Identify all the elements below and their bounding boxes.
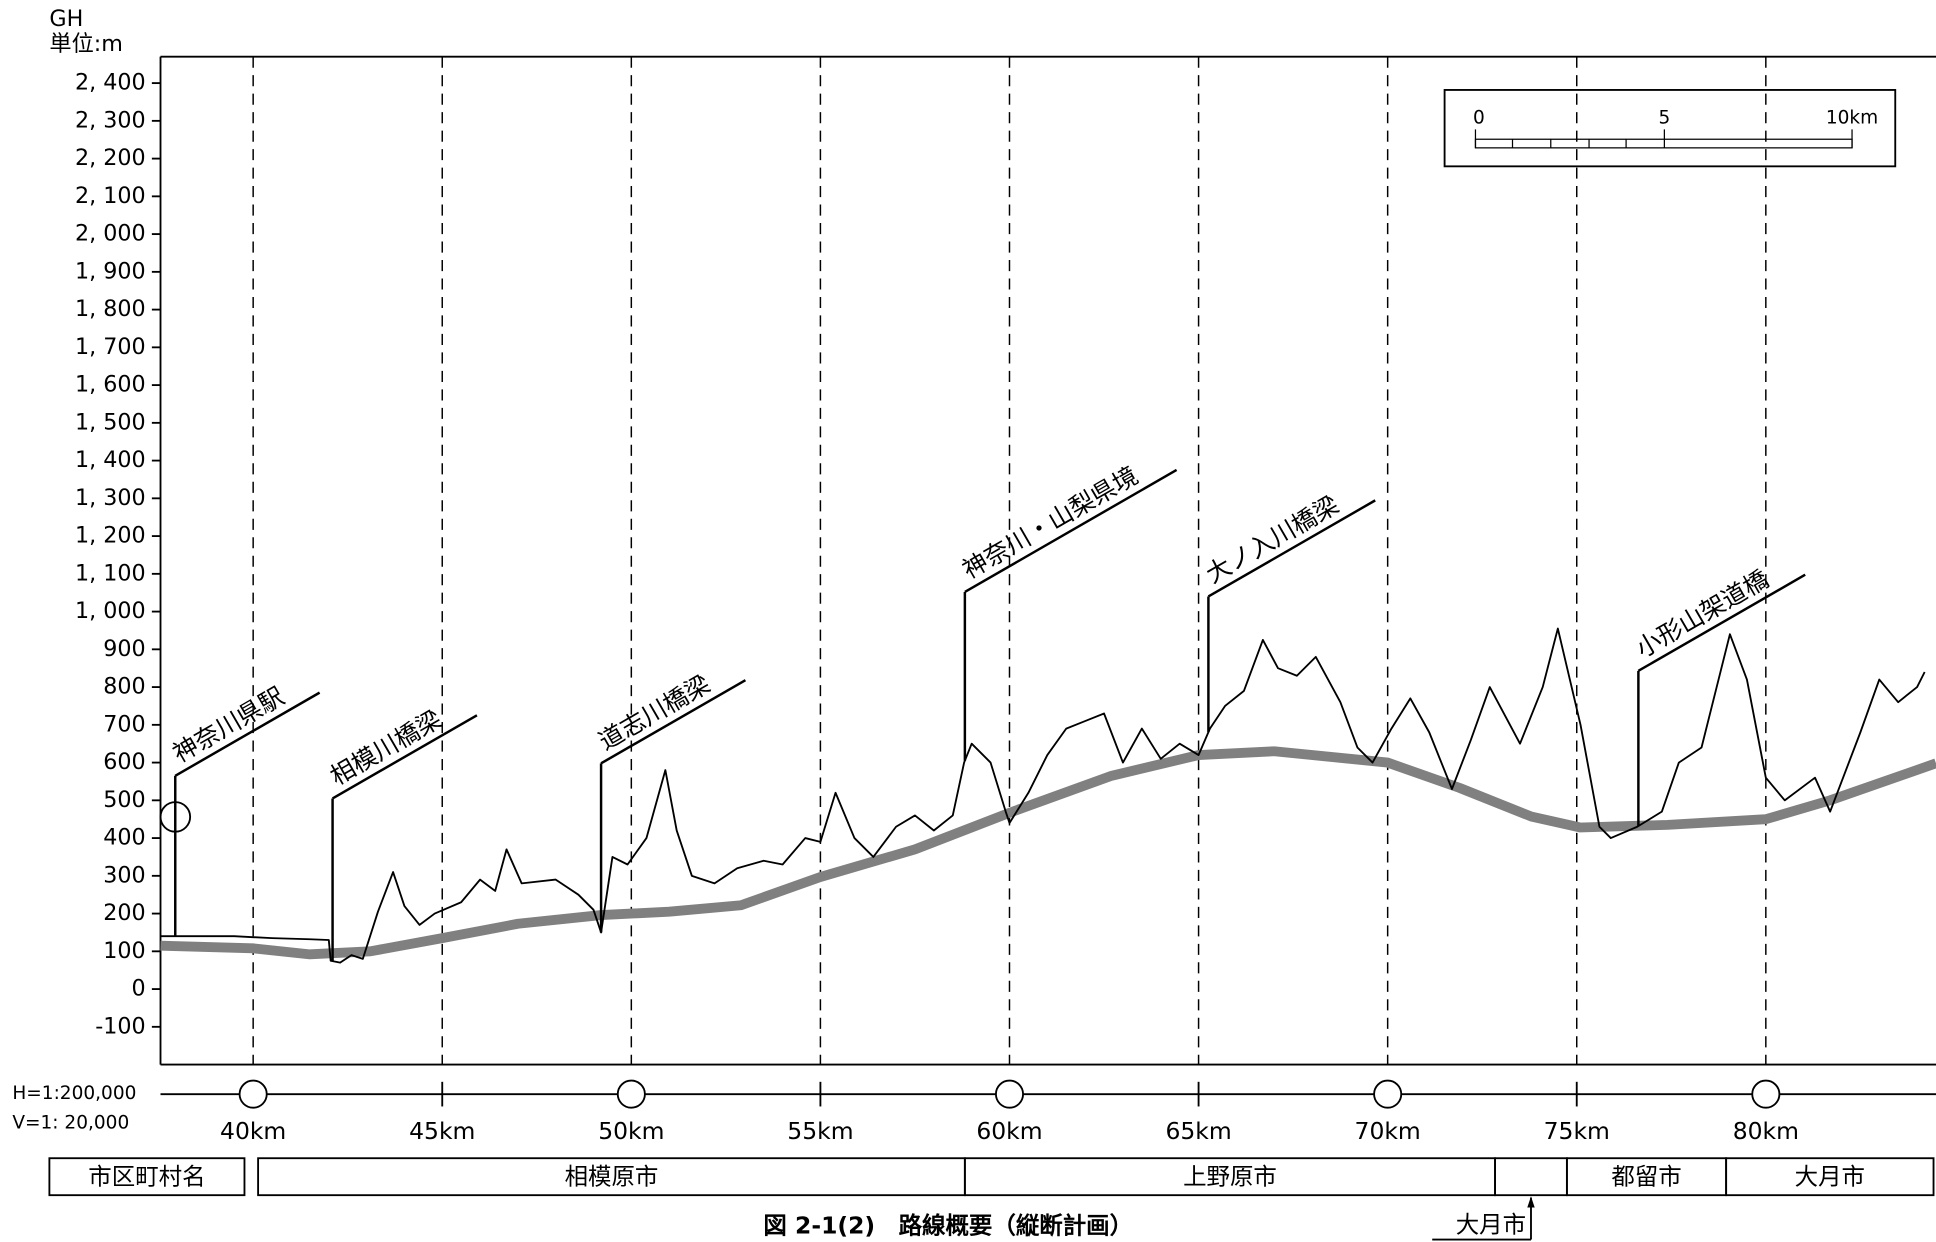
y-tick-label: 300 xyxy=(103,862,145,888)
x-tick-label: 60km xyxy=(976,1117,1042,1145)
y-tick-label: 900 xyxy=(103,636,145,662)
annotation-underline xyxy=(331,714,478,800)
municipality-name: 上野原市 xyxy=(1183,1162,1277,1190)
y-tick-label: 1, 400 xyxy=(75,447,146,473)
annotation-underline xyxy=(600,679,747,765)
x-tick-circle xyxy=(1751,1079,1781,1109)
y-tick-label: 1, 200 xyxy=(75,523,146,549)
municipality-arrowhead xyxy=(1527,1196,1535,1208)
route-line xyxy=(160,746,1936,960)
y-tick-label: 1, 500 xyxy=(75,409,146,435)
x-tick-label: 50km xyxy=(598,1117,664,1145)
municipality-name: 大月市 xyxy=(1795,1162,1865,1190)
y-tick-label: 1, 700 xyxy=(75,334,146,360)
x-tick-label: 65km xyxy=(1165,1117,1231,1145)
y-tick-label: 2, 300 xyxy=(75,107,146,133)
y-tick-label: 700 xyxy=(103,711,145,737)
annotation-underline xyxy=(1207,499,1376,598)
scale-bar-label: 0 xyxy=(1473,107,1485,128)
x-tick-label: 45km xyxy=(409,1117,475,1145)
y-tick-label: 1, 800 xyxy=(75,296,146,322)
y-axis-unit: 単位:m xyxy=(49,31,123,57)
y-tick-label: 1, 300 xyxy=(75,485,146,511)
x-tick-label: 40km xyxy=(220,1117,286,1145)
scale-bar-label: 5 xyxy=(1658,107,1670,128)
municipality-header: 市区町村名 xyxy=(88,1162,205,1190)
caption: 図 2-1(2) 路線概要（縦断計画） xyxy=(763,1212,1133,1240)
y-axis-title: GH xyxy=(49,6,83,32)
y-tick-label: -100 xyxy=(95,1013,145,1039)
y-tick-label: 1, 000 xyxy=(75,598,146,624)
y-tick-label: 1, 600 xyxy=(75,372,146,398)
municipality-name: 都留市 xyxy=(1611,1162,1681,1190)
x-tick-label: 75km xyxy=(1544,1117,1610,1145)
y-tick-label: 1, 900 xyxy=(75,258,146,284)
ground-line xyxy=(160,627,1926,964)
x-tick-label: 55km xyxy=(787,1117,853,1145)
y-tick-label: 500 xyxy=(103,787,145,813)
x-tick-circle xyxy=(238,1079,268,1109)
x-tick-circle xyxy=(1373,1079,1403,1109)
y-tick-label: 2, 100 xyxy=(75,183,146,209)
y-tick-label: 600 xyxy=(103,749,145,775)
annotation-underline xyxy=(174,691,321,777)
x-tick-label: 70km xyxy=(1355,1117,1421,1145)
y-tick-label: 0 xyxy=(132,976,146,1002)
annotation-underline xyxy=(1637,573,1806,672)
y-tick-label: 2, 200 xyxy=(75,145,146,171)
v-scale: V=1: 20,000 xyxy=(12,1113,129,1134)
annotation-underline xyxy=(964,468,1178,594)
y-tick-label: 200 xyxy=(103,900,145,926)
scale-bar-frame xyxy=(1443,89,1897,168)
y-tick-label: 100 xyxy=(103,938,145,964)
x-tick-circle xyxy=(616,1079,646,1109)
y-tick-label: 1, 100 xyxy=(75,560,146,586)
x-tick-label: 80km xyxy=(1733,1117,1799,1145)
h-scale: H=1:200,000 xyxy=(12,1083,136,1104)
x-tick-circle xyxy=(994,1079,1025,1109)
municipality-header-cell xyxy=(48,1157,246,1197)
y-tick-label: 800 xyxy=(103,674,145,700)
y-tick-label: 2, 000 xyxy=(75,221,146,247)
y-tick-label: 400 xyxy=(103,825,145,851)
municipality-cell xyxy=(1725,1157,1935,1197)
scale-bar-label: 10km xyxy=(1826,107,1878,128)
municipality-name: 大月市 xyxy=(1456,1210,1526,1238)
scale-bar: 0 5 10km xyxy=(1443,89,1897,168)
y-tick-label: 2, 400 xyxy=(75,70,146,96)
municipality-name: 相模原市 xyxy=(565,1162,659,1190)
